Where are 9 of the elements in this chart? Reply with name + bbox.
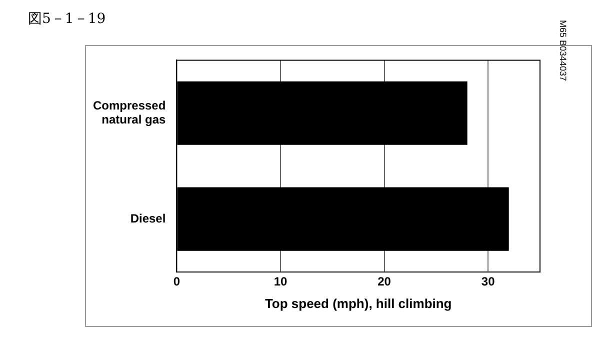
y-tick-label: Diesel <box>130 211 166 226</box>
x-tick-label: 0 <box>173 274 180 289</box>
text: M65 B0344037 <box>558 20 568 82</box>
x-tick-label: 10 <box>274 274 288 289</box>
x-tick-label: 30 <box>481 274 496 289</box>
x-tick-label: 20 <box>378 274 392 289</box>
chart-title: 図5－1－19 <box>28 10 106 28</box>
y-tick-label: Compressed natural gas <box>92 98 166 127</box>
x-axis-title: Top speed (mph), hill climbing <box>264 296 452 311</box>
